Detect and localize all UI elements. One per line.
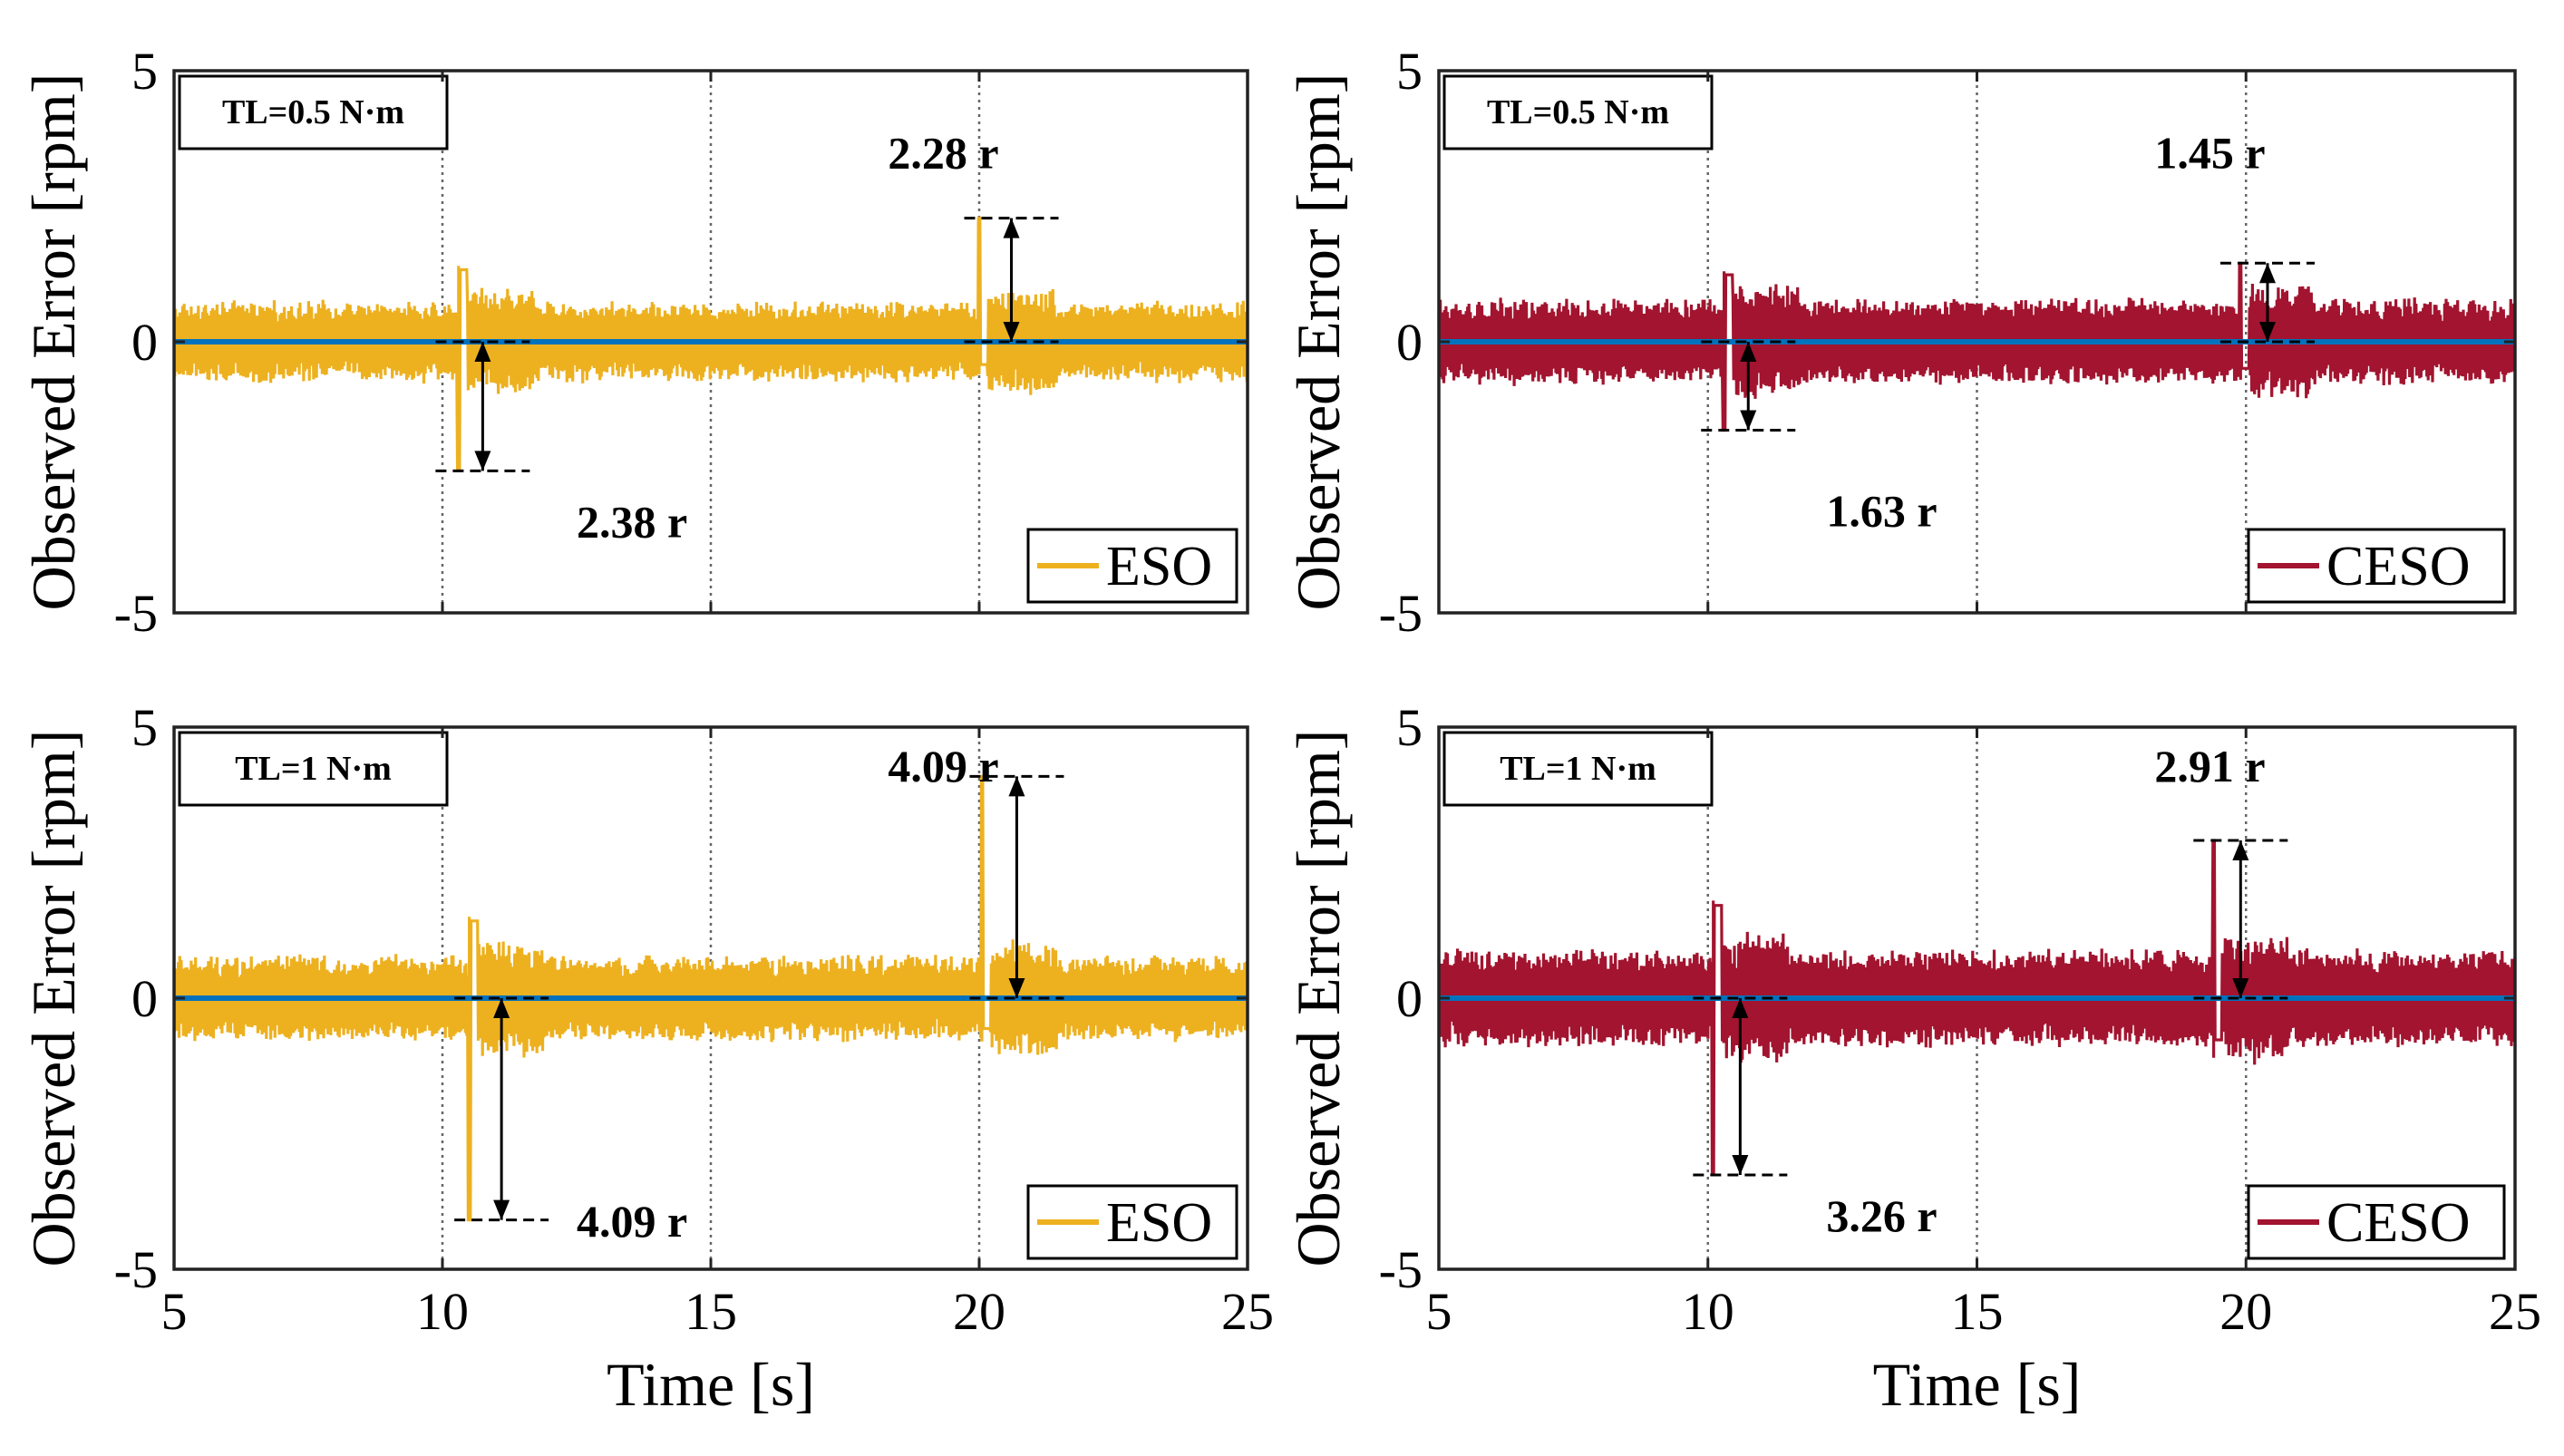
y-axis-label: Observed Error [rpm] <box>1284 73 1353 611</box>
y-tick-label: 5 <box>1396 698 1423 757</box>
series-line <box>172 217 1249 472</box>
annotation-arrowhead <box>1003 218 1020 238</box>
panel-top-left: 2.28 r 2.38 r TL=0.5 N·m ESO 5 0 -5 Observed Er… <box>19 42 1249 643</box>
tl-label: TL=1 N·m <box>1500 750 1656 788</box>
x-tick-label: 25 <box>2489 1282 2541 1341</box>
y-tick-label: 5 <box>1396 42 1423 101</box>
tl-label: TL=1 N·m <box>235 750 392 788</box>
y-tick-label: -5 <box>114 584 158 643</box>
x-tick-label: 10 <box>1682 1282 1734 1341</box>
tl-label: TL=0.5 N·m <box>222 93 404 131</box>
legend: ESO <box>1026 528 1238 604</box>
annotation-arrowhead <box>2232 840 2249 860</box>
y-axis-label: Observed Error [rpm] <box>19 730 88 1267</box>
legend-label: ESO <box>1106 1192 1212 1254</box>
annotation-arrowhead <box>2258 263 2276 284</box>
x-tick-label: 20 <box>2219 1282 2272 1341</box>
annotation-label: 2.28 r <box>888 128 998 179</box>
annotation-label: 1.63 r <box>1826 485 1937 536</box>
annotation-arrowhead <box>493 998 510 1018</box>
annotation-label: 4.09 r <box>577 1196 687 1247</box>
annotation-label: 2.38 r <box>577 496 687 547</box>
annotation-label: 2.91 r <box>2154 741 2265 791</box>
annotation-arrowhead <box>1740 410 1757 431</box>
y-tick-label: 0 <box>1396 313 1423 372</box>
annotation-arrowhead <box>1732 1154 1749 1175</box>
x-tick-label: 25 <box>1221 1282 1274 1341</box>
tl-label-box <box>1442 731 1714 807</box>
y-tick-label: 5 <box>131 42 158 101</box>
y-axis-label: Observed Error [rpm] <box>19 73 88 611</box>
annotation-arrowhead <box>2258 322 2276 342</box>
legend-label: CESO <box>2326 1192 2470 1254</box>
y-tick-label: 0 <box>131 969 158 1028</box>
x-axis-label: Time [s] <box>607 1350 815 1419</box>
legend: ESO <box>1026 1184 1238 1260</box>
legend: CESO <box>2247 1184 2506 1260</box>
annotation-arrowhead <box>1003 322 1020 342</box>
y-tick-label: -5 <box>114 1240 158 1299</box>
legend: CESO <box>2247 528 2506 604</box>
x-tick-label: 5 <box>1426 1282 1452 1341</box>
legend-box <box>1026 1184 1238 1260</box>
x-tick-label: 5 <box>161 1282 188 1341</box>
annotation-label: 3.26 r <box>1826 1190 1937 1241</box>
series-line <box>1437 839 2517 1177</box>
annotation-arrowhead <box>1008 776 1025 797</box>
legend-label: ESO <box>1106 536 1212 597</box>
tl-label-box <box>178 731 449 807</box>
tl-label-box <box>1442 74 1714 150</box>
x-tick-label: 10 <box>416 1282 469 1341</box>
annotation-label: 1.45 r <box>2154 128 2265 179</box>
tl-label-box <box>178 74 449 150</box>
x-tick-label: 20 <box>953 1282 1005 1341</box>
panel-top-right: 1.45 r 1.63 r TL=0.5 N·m CESO 5 0 -5 Observed E… <box>1284 42 2517 643</box>
annotation-arrowhead <box>1740 342 1757 362</box>
y-tick-label: 0 <box>1396 969 1423 1028</box>
annotation-arrowhead <box>1732 998 1749 1018</box>
annotation-arrowhead <box>493 1199 510 1220</box>
annotation-arrowhead <box>1008 978 1025 998</box>
y-tick-label: -5 <box>1379 584 1423 643</box>
legend-label: CESO <box>2326 536 2470 597</box>
x-tick-label: 15 <box>685 1282 737 1341</box>
tl-label: TL=0.5 N·m <box>1487 93 1669 131</box>
y-tick-label: 5 <box>131 698 158 757</box>
annotation-label: 4.09 r <box>888 741 998 791</box>
y-axis-label: Observed Error [rpm] <box>1284 730 1353 1267</box>
annotation-arrowhead <box>474 342 491 362</box>
annotation-arrowhead <box>2232 978 2249 998</box>
annotation-arrowhead <box>474 451 491 471</box>
series-line <box>1437 261 2517 432</box>
y-tick-label: -5 <box>1379 1240 1423 1299</box>
x-axis-label: Time [s] <box>1873 1350 2082 1419</box>
y-tick-label: 0 <box>131 313 158 372</box>
x-tick-label: 15 <box>1951 1282 2004 1341</box>
